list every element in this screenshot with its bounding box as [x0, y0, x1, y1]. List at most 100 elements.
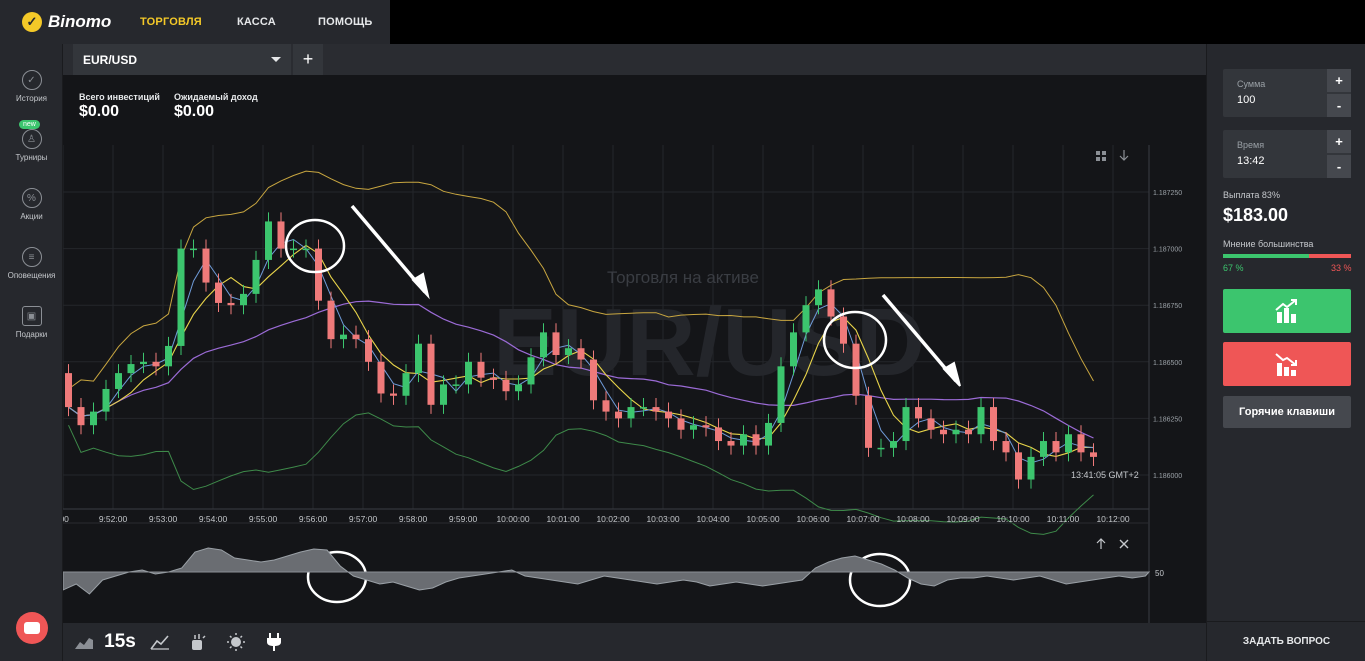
sidebar-item-notifications[interactable]: ≡ Оповещения: [0, 247, 63, 280]
gift-icon: ▣: [21, 306, 42, 326]
candle-up: [265, 221, 272, 260]
oscillator-area: [63, 547, 1151, 595]
close-icon[interactable]: [1119, 539, 1129, 549]
fullscreen-icon[interactable]: [1096, 151, 1106, 161]
annotation-circle: [284, 218, 346, 274]
candle-up: [777, 366, 785, 423]
hotkeys-button[interactable]: Горячие клавиши: [1223, 396, 1351, 428]
time-tick-label: 9:58:00: [399, 514, 428, 524]
majority-bar: [1223, 254, 1351, 258]
time-tick-label: 9:57:00: [349, 514, 378, 524]
asset-tab[interactable]: EUR/USD: [73, 44, 291, 75]
time-input[interactable]: 13:42: [1237, 155, 1265, 167]
plug-icon[interactable]: [257, 626, 291, 658]
bollinger-upper-line: [68, 170, 1094, 390]
annotation-arrowhead: [942, 361, 961, 387]
check-circle-icon: ✓: [21, 70, 42, 90]
arrow-down-icon[interactable]: [1119, 150, 1129, 161]
candle-up: [102, 388, 110, 412]
ask-question-button[interactable]: ЗАДАТЬ ВОПРОС: [1207, 621, 1365, 661]
candle-up: [340, 334, 347, 340]
nav-help[interactable]: ПОМОЩЬ: [318, 16, 373, 28]
time-tick-label: 9:54:00: [199, 514, 228, 524]
trade-panel: Сумма 100 + - Время 13:42 + - Выплата 83…: [1206, 44, 1365, 661]
chat-button[interactable]: [16, 612, 48, 644]
percent-icon: %: [21, 188, 42, 208]
candle-down: [827, 289, 835, 317]
trade-up-button[interactable]: [1223, 289, 1351, 333]
candle-down: [1090, 452, 1097, 457]
indicators-icon[interactable]: [181, 626, 215, 658]
candle-down: [427, 343, 435, 405]
candle-down: [490, 377, 497, 380]
candle-up: [527, 357, 535, 385]
time-tick-label: 9:59:00: [449, 514, 478, 524]
price-tick-label: 1.186750: [1153, 303, 1182, 310]
candle-down: [852, 343, 860, 396]
candle-up: [515, 384, 522, 392]
new-badge: new: [19, 120, 40, 129]
candle-up: [627, 407, 635, 419]
candle-up: [690, 425, 697, 430]
time-tick-label: 10:04:00: [696, 514, 729, 524]
annotation-circle: [848, 552, 912, 608]
candle-down: [477, 361, 485, 378]
candle-up: [452, 384, 460, 386]
candle-down: [927, 418, 935, 430]
time-tick-label: 9:55:00: [249, 514, 278, 524]
amount-input[interactable]: 100: [1237, 94, 1256, 106]
candle-up: [1027, 456, 1035, 480]
nav-trading[interactable]: ТОРГОВЛЯ: [140, 16, 202, 28]
candle-down: [327, 300, 335, 340]
expected-income-value: $0.00: [174, 103, 215, 120]
nav-cashier[interactable]: КАССА: [237, 16, 276, 28]
candle-up: [1040, 441, 1047, 457]
time-tick-label: 10:00:00: [496, 514, 529, 524]
time-tick-label: 9:52:00: [99, 514, 128, 524]
sidebar-item-tournaments[interactable]: ♙ Турниры: [0, 129, 63, 162]
candle-up: [415, 343, 422, 374]
candle-down: [702, 425, 710, 428]
time-field[interactable]: Время 13:42 + -: [1223, 130, 1351, 178]
candle-down: [77, 407, 85, 426]
chart-area: Всего инвестиций $0.00 Ожидаемый доход $…: [63, 75, 1206, 623]
area-chart-icon[interactable]: [67, 626, 101, 658]
arrow-up-icon[interactable]: [1096, 538, 1106, 549]
candle-down: [352, 334, 360, 340]
sidebar-item-history[interactable]: ✓ История: [0, 70, 63, 103]
oscillator-level-label: 50: [1155, 569, 1164, 578]
asset-tab-bar: EUR/USD +: [63, 44, 1206, 75]
logo-text: Binomo: [48, 12, 112, 31]
candle-up: [140, 361, 147, 365]
candle-up: [302, 248, 310, 251]
theme-icon[interactable]: [219, 626, 253, 658]
price-chart[interactable]: EUR/USD Торговля на активе 1.1872501.187…: [63, 75, 1206, 623]
sidebar-item-promotions[interactable]: % Акции: [0, 188, 63, 221]
trade-down-button[interactable]: [1223, 342, 1351, 386]
time-tick-label: 9:53:00: [149, 514, 178, 524]
candle-down: [502, 379, 510, 392]
binomo-logo[interactable]: ✓ Binomo: [22, 11, 111, 33]
time-tick-label: 10:03:00: [646, 514, 679, 524]
candle-up: [252, 259, 260, 294]
candle-down: [365, 339, 372, 362]
time-tick-label: 10:02:00: [596, 514, 629, 524]
candle-up: [190, 248, 197, 251]
add-asset-button[interactable]: +: [293, 44, 323, 75]
sidebar-item-gifts[interactable]: ▣ Подарки: [0, 306, 63, 339]
candle-down: [715, 427, 722, 442]
candle-down: [840, 316, 847, 344]
candle-down: [215, 282, 222, 303]
candle-down: [552, 332, 560, 356]
time-increase-button[interactable]: +: [1327, 130, 1351, 153]
candle-down: [390, 393, 397, 396]
chevron-down-icon[interactable]: [271, 57, 281, 62]
candle-up: [802, 305, 810, 333]
time-decrease-button[interactable]: -: [1327, 155, 1351, 178]
amount-decrease-button[interactable]: -: [1327, 94, 1351, 117]
amount-increase-button[interactable]: +: [1327, 69, 1351, 92]
timeframe-button[interactable]: 15s: [104, 631, 136, 652]
drawing-tools-icon[interactable]: [143, 626, 177, 658]
amount-field[interactable]: Сумма 100 + -: [1223, 69, 1351, 117]
left-sidebar: ✓ История new ♙ Турниры % Акции ≡ Оповещ…: [0, 44, 63, 661]
